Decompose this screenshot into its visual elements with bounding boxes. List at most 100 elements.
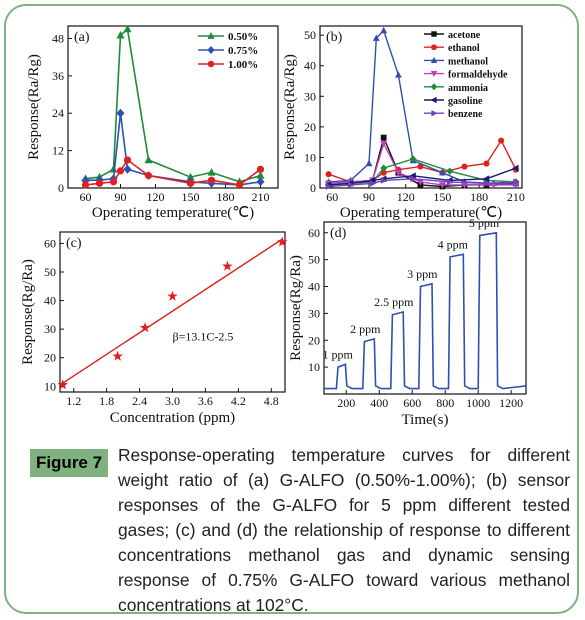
panel-label: (d) bbox=[330, 226, 347, 241]
plot-frame bbox=[319, 25, 523, 189]
x-tick-label: 210 bbox=[252, 190, 270, 204]
x-tick-label: 4.2 bbox=[231, 394, 246, 408]
data-point bbox=[365, 159, 373, 167]
series-line bbox=[328, 178, 516, 188]
y-tick-label: 50 bbox=[308, 253, 320, 267]
data-point bbox=[116, 108, 125, 118]
y-tick-label: 36 bbox=[52, 69, 64, 83]
data-point bbox=[461, 182, 468, 189]
y-tick-label: 40 bbox=[304, 59, 316, 73]
data-point bbox=[447, 178, 454, 186]
data-point bbox=[222, 260, 233, 271]
x-tick-label: 2.4 bbox=[132, 394, 147, 408]
data-point bbox=[439, 182, 446, 189]
data-point bbox=[395, 71, 402, 78]
x-tick-label: 200 bbox=[337, 396, 355, 410]
x-tick-label: 3.6 bbox=[198, 394, 213, 408]
series-6 bbox=[325, 175, 520, 190]
y-tick-label: 24 bbox=[52, 106, 64, 120]
figure-frame bbox=[4, 4, 579, 614]
data-point bbox=[410, 175, 417, 183]
legend-label: ammonia bbox=[448, 83, 488, 94]
x-tick-label: 90 bbox=[363, 190, 375, 204]
data-point bbox=[144, 155, 153, 164]
legend-label: gasoline bbox=[448, 96, 483, 107]
x-tick-label: 210 bbox=[507, 190, 525, 204]
x-axis-label: Concentration (ppm) bbox=[110, 410, 235, 426]
legend-marker bbox=[430, 83, 438, 91]
x-tick-label: 60 bbox=[80, 190, 92, 204]
data-point bbox=[446, 167, 454, 175]
legend-marker bbox=[431, 31, 437, 37]
y-axis-label: Response(Ra/Rg) bbox=[282, 54, 298, 160]
concentration-annotation: 4 ppm bbox=[438, 237, 469, 251]
series-line bbox=[324, 231, 527, 390]
data-point bbox=[380, 169, 387, 176]
data-point bbox=[513, 178, 520, 186]
y-tick-label: 0 bbox=[310, 181, 316, 195]
x-tick-label: 600 bbox=[403, 396, 421, 410]
y-tick-label: 40 bbox=[308, 280, 320, 294]
x-tick-label: 1.2 bbox=[66, 394, 81, 408]
y-tick-label: 50 bbox=[304, 28, 316, 42]
data-point bbox=[81, 175, 90, 185]
series-2 bbox=[81, 156, 265, 189]
x-tick-label: 3.0 bbox=[165, 394, 180, 408]
data-point bbox=[380, 177, 388, 184]
data-point bbox=[116, 30, 125, 39]
legend: acetone ethanol methanol formaldehyde ammoni… bbox=[424, 30, 508, 120]
data-point bbox=[116, 167, 125, 175]
data-point bbox=[109, 164, 118, 173]
y-tick-label: 30 bbox=[44, 322, 56, 336]
y-tick-label: 30 bbox=[304, 89, 316, 103]
data-point bbox=[123, 164, 132, 174]
concentration-annotation: 2 ppm bbox=[350, 322, 381, 336]
data-point bbox=[256, 165, 265, 173]
concentration-annotation: 1 ppm bbox=[323, 347, 354, 361]
legend-label: methanol bbox=[448, 56, 488, 67]
x-axis-label: Operating temperature(℃) bbox=[340, 205, 502, 221]
legend-marker bbox=[431, 110, 438, 117]
fit-line bbox=[62, 238, 283, 384]
legend-marker bbox=[430, 56, 438, 63]
y-tick-label: 10 bbox=[44, 379, 56, 393]
figure-caption: Response-operating temperature curves fo… bbox=[118, 445, 570, 615]
data-point bbox=[380, 134, 387, 141]
data-point bbox=[498, 137, 505, 144]
data-point bbox=[380, 141, 388, 148]
data-point bbox=[123, 24, 132, 33]
x-tick-label: 800 bbox=[436, 396, 454, 410]
chart-panel-c: 1.2 1.8 2.4 3.0 3.6 4.2 4.8 10 20 30 40 50 60 Concent… bbox=[20, 231, 288, 426]
legend-label: ethanol bbox=[448, 43, 480, 54]
y-tick-label: 30 bbox=[308, 306, 320, 320]
legend-marker bbox=[430, 96, 437, 104]
data-point bbox=[186, 179, 195, 187]
panel-label: (a) bbox=[74, 30, 90, 45]
plot-frame bbox=[59, 231, 286, 393]
plot-frame bbox=[67, 25, 279, 189]
x-tick-label: 120 bbox=[397, 190, 415, 204]
concentration-annotation: 2.5 ppm bbox=[374, 295, 414, 309]
x-tick-label: 4.8 bbox=[264, 394, 279, 408]
x-tick-label: 1200 bbox=[499, 396, 523, 410]
data-point bbox=[123, 156, 132, 164]
y-tick-label: 40 bbox=[44, 294, 56, 308]
legend-label: benzene bbox=[448, 109, 483, 120]
data-point bbox=[417, 163, 424, 170]
data-point bbox=[369, 180, 377, 187]
y-tick-label: 12 bbox=[52, 144, 64, 158]
data-point bbox=[139, 322, 151, 333]
x-tick-label: 150 bbox=[182, 190, 200, 204]
data-point bbox=[207, 168, 216, 176]
data-point bbox=[512, 164, 519, 172]
data-point bbox=[325, 183, 333, 190]
concentration-annotation: 5 ppm bbox=[469, 216, 500, 230]
legend-marker bbox=[430, 71, 438, 78]
data-point bbox=[395, 170, 402, 177]
legend-label: 1.00% bbox=[228, 59, 258, 71]
data-point bbox=[490, 182, 498, 189]
legend-label: acetone bbox=[448, 30, 481, 41]
legend-marker bbox=[431, 44, 437, 51]
data-point bbox=[380, 164, 388, 172]
